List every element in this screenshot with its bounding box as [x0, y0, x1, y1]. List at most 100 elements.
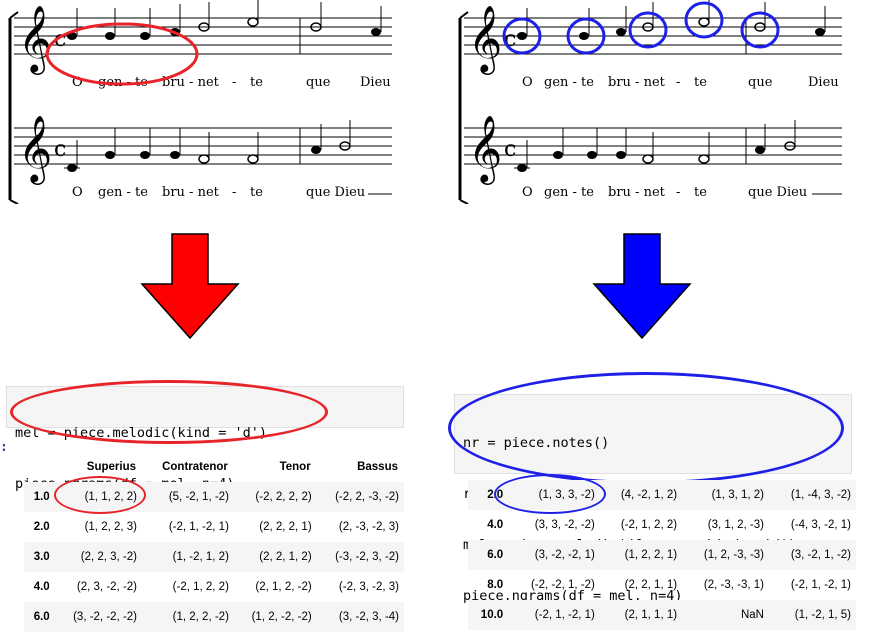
table-cell: (-2, 3, -2, 3) [338, 581, 399, 593]
table-cell: (3, -2, -2, 1) [534, 549, 595, 561]
table-cell: (2, -3, -3, 1) [703, 579, 764, 591]
table-cell: (1, 2, -2, -2) [251, 611, 312, 623]
table-cell: (2, 3, -2, -2) [76, 581, 137, 593]
arrow-down-red-icon [140, 233, 240, 340]
table-cell: NaN [740, 609, 764, 621]
table-cell: (-2, 1, 2, 2) [172, 581, 229, 593]
table-cell: (4, -2, 1, 2) [620, 489, 678, 501]
table-cell: (-2, 1, -2, 1) [790, 579, 851, 591]
row-index: 3.0 [33, 551, 50, 563]
lyric: que [306, 75, 331, 90]
table-cell: (-3, -2, 3, -2) [335, 551, 399, 563]
row-index: 4.0 [33, 581, 50, 593]
row-index: 6.0 [33, 611, 50, 623]
column-header: Contratenor [162, 461, 228, 473]
table-cell: (1, 2, 2, 3) [84, 521, 137, 533]
system-bracket [458, 11, 469, 204]
table-cell: (2, 2, 3, -2) [80, 551, 137, 563]
lyric: te [694, 75, 707, 90]
lyric: - [232, 75, 236, 90]
treble-clef-icon: 𝄞 [468, 4, 502, 75]
notes-top [67, 0, 382, 40]
highlight-oval-red [45, 22, 199, 86]
staff-bottom [14, 127, 392, 165]
table-cell: (2, -3, -2, 3) [338, 521, 399, 533]
lyric: gen - te [98, 185, 148, 200]
lyric: bru - net [608, 185, 666, 200]
score-right: 𝄞 𝄞 c c O gen - te bru - net - te que Di… [458, 0, 842, 204]
score-left: 𝄞 𝄞 c c O gen - te bru - net - te que Di… [8, 0, 392, 204]
output-prompt: : [0, 440, 8, 455]
table-cell: (1, -4, 3, -2) [790, 489, 851, 501]
table-row: 2.0 (1, 2, 2, 3) (-2, 1, -2, 1) (2, 2, 2… [24, 512, 404, 542]
lyric: Dieu [360, 75, 391, 90]
table-cell: (1, 2, 2, 1) [624, 549, 678, 561]
highlight-oval-blue [448, 372, 844, 484]
table-cell: (-2, 1, -2, 1) [534, 609, 595, 621]
highlight-circles-blue [502, 1, 780, 55]
column-header: Bassus [357, 461, 398, 473]
code-line: mel = piece.melodic(df = reg, kind = 'd'… [463, 537, 797, 553]
highlight-oval-red [54, 476, 146, 514]
common-time-icon: c [54, 27, 66, 52]
lyric: bru - net [608, 75, 666, 90]
lyric: O [522, 75, 533, 90]
row-index: 10.0 [480, 609, 504, 621]
lyric: bru - net [162, 185, 220, 200]
table-row: 8.0 (-2, -2, 1, -2) (2, 2, 1, 1) (2, -3,… [468, 570, 856, 600]
column-header [24, 452, 55, 482]
row-index: 6.0 [487, 549, 504, 561]
table-cell: (1, 3, 1, 2) [711, 489, 764, 501]
row-index: 4.0 [487, 519, 504, 531]
table-cell: (2, 2, 1, 1) [624, 579, 678, 591]
lyric: que Dieu [748, 185, 807, 200]
highlight-oval-red [10, 380, 328, 444]
table-cell: (2, 2, 1, 2) [259, 551, 312, 563]
system-bracket [8, 11, 19, 204]
highlight-oval-blue [494, 474, 606, 514]
lyric: te [250, 75, 263, 90]
table-cell: (3, 3, -2, -2) [534, 519, 595, 531]
table-cell: (1, -2, 1, 2) [172, 551, 229, 563]
table-cell: (-4, 3, -2, 1) [790, 519, 851, 531]
table-row: 10.0 (-2, 1, -2, 1) (2, 1, 1, 1) NaN (1,… [468, 600, 856, 630]
lyric: O [522, 185, 533, 200]
table-cell: (3, -2, -2, -2) [73, 611, 137, 623]
table-cell: (1, -2, 1, 5) [794, 609, 851, 621]
treble-clef-icon: 𝄞 [18, 4, 52, 75]
notes-top [517, 0, 826, 40]
treble-clef-icon: 𝄞 [18, 114, 52, 185]
lyric: que Dieu [306, 185, 365, 200]
table-cell: (-2, 1, -2, 1) [168, 521, 229, 533]
row-index: 8.0 [487, 579, 504, 591]
table-header-row: Superius Contratenor Tenor Bassus [24, 452, 404, 482]
table-cell: (-2, 2, -3, -2) [335, 491, 399, 503]
table-row: 6.0 (3, -2, -2, 1) (1, 2, 2, 1) (1, 2, -… [468, 540, 856, 570]
lyric: - [676, 185, 680, 200]
table-row: 6.0 (3, -2, -2, -2) (1, 2, 2, -2) (1, 2,… [24, 602, 404, 632]
lyric: bru - net [162, 75, 220, 90]
lyric: - [676, 75, 680, 90]
table-cell: (-2, 2, 2, 2) [255, 491, 312, 503]
ngrams-table-left: Superius Contratenor Tenor Bassus 1.0 (1… [24, 452, 404, 632]
lyric: gen - te [544, 185, 594, 200]
table-row: 4.0 (3, 3, -2, -2) (-2, 1, 2, 2) (3, 1, … [468, 510, 856, 540]
table-cell: (3, 1, 2, -3) [707, 519, 764, 531]
notes-bottom [64, 120, 351, 172]
lyric: O [72, 75, 83, 90]
table-cell: (-2, 1, 2, 2) [620, 519, 678, 531]
table-cell: (1, 2, -3, -3) [703, 549, 764, 561]
notes-bottom [514, 120, 796, 172]
treble-clef-icon: 𝄞 [468, 114, 502, 185]
table-cell: (5, -2, 1, -2) [168, 491, 229, 503]
table-cell: (3, -2, 3, -4) [338, 611, 399, 623]
row-index: 2.0 [33, 521, 50, 533]
table-cell: (-2, -2, 1, -2) [530, 579, 595, 591]
table-cell: (2, 1, 1, 1) [624, 609, 678, 621]
table-cell: (2, 1, 2, -2) [255, 581, 312, 593]
lyric: que [748, 75, 773, 90]
table-cell: (2, 2, 2, 1) [259, 521, 312, 533]
lyric: - [232, 185, 236, 200]
lyric: O [72, 185, 83, 200]
column-header: Tenor [279, 461, 311, 473]
